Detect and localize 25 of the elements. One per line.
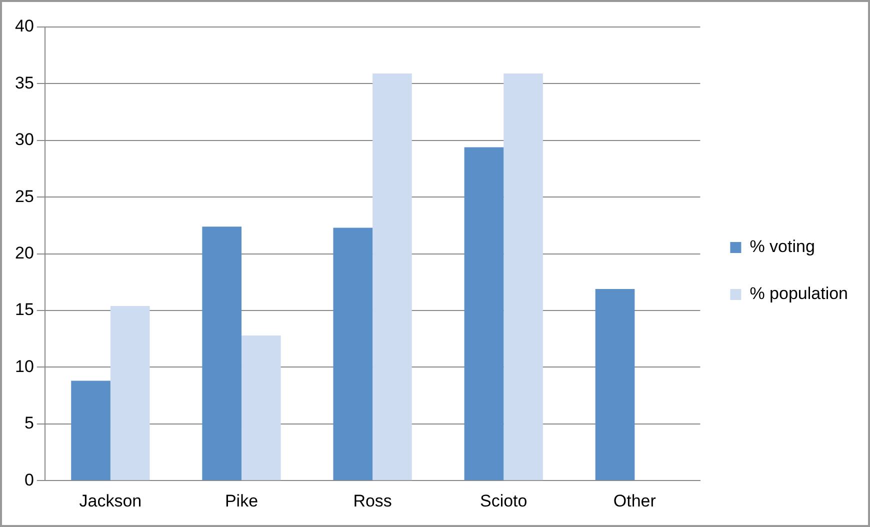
legend-label: % voting: [750, 237, 815, 256]
bar: [504, 73, 543, 480]
y-tick-label: 35: [14, 73, 34, 92]
bar: [333, 228, 373, 480]
bar: [241, 335, 281, 480]
y-tick-label: 15: [14, 300, 34, 320]
bar: [372, 73, 412, 480]
y-tick-label: 10: [14, 356, 34, 376]
x-tick-label: Other: [613, 491, 656, 510]
legend-label: % population: [750, 284, 848, 304]
bar: [595, 288, 635, 480]
y-tick-label: 5: [24, 414, 34, 433]
x-tick-label: Jackson: [79, 491, 142, 510]
y-tick-label: 25: [14, 186, 34, 206]
bar: [110, 306, 150, 480]
x-tick-label: Scioto: [480, 491, 528, 510]
bar: [71, 380, 110, 480]
y-tick-label: 0: [24, 470, 34, 490]
bar: [202, 226, 242, 480]
bar: [464, 147, 504, 480]
y-tick-label: 30: [14, 130, 34, 150]
y-tick-label: 40: [14, 16, 34, 36]
x-tick-label: Pike: [224, 491, 258, 510]
x-tick-label: Ross: [353, 491, 392, 510]
y-tick-label: 20: [14, 243, 34, 262]
